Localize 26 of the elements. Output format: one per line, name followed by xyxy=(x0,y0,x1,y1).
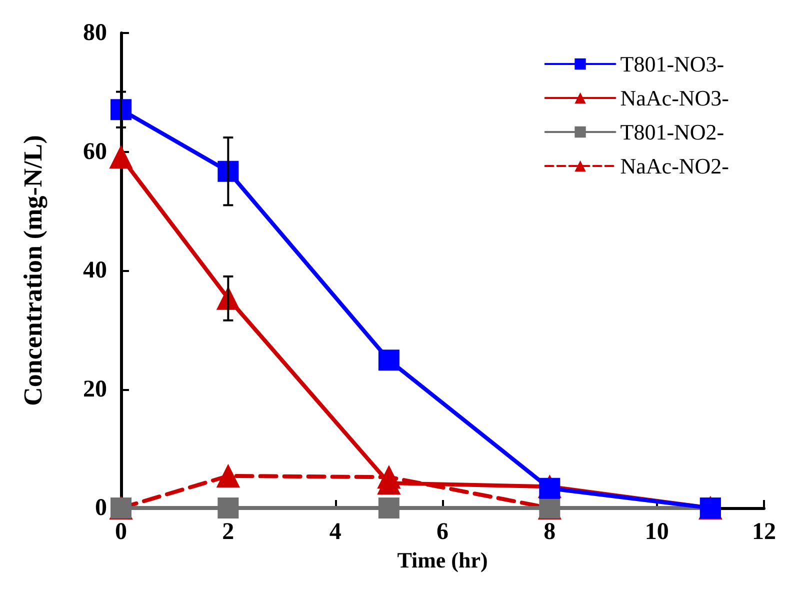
y-axis-title: Concentration (mg-N/L) xyxy=(18,135,48,406)
point xyxy=(218,160,239,182)
x-tick-label: 4 xyxy=(329,519,342,545)
y-tick-label: 80 xyxy=(83,20,107,46)
x-tick-label: 12 xyxy=(752,519,776,545)
x-tick-label: 8 xyxy=(544,519,556,545)
point xyxy=(539,478,560,499)
legend-label: T801-NO3- xyxy=(620,52,724,76)
y-tick-label: 20 xyxy=(83,376,107,402)
legend-label: NaAc-NO3- xyxy=(620,86,729,110)
legend-label: T801-NO2- xyxy=(620,120,724,144)
x-tick-label: 2 xyxy=(222,519,234,545)
x-tick-label: 0 xyxy=(115,519,127,545)
x-tick-label: 10 xyxy=(644,519,669,545)
point xyxy=(218,498,239,518)
point xyxy=(110,99,132,120)
x-axis-title: Time (hr) xyxy=(397,547,488,572)
point xyxy=(216,464,240,488)
y-tick-label: 40 xyxy=(83,258,107,284)
point xyxy=(378,498,400,518)
point xyxy=(110,146,132,169)
y-tick-label: 60 xyxy=(83,138,107,165)
point xyxy=(378,350,400,371)
y-tick-label: 0 xyxy=(95,495,107,521)
x-tick-label: 6 xyxy=(436,519,448,545)
legend-label: NaAc-NO2- xyxy=(620,154,729,178)
